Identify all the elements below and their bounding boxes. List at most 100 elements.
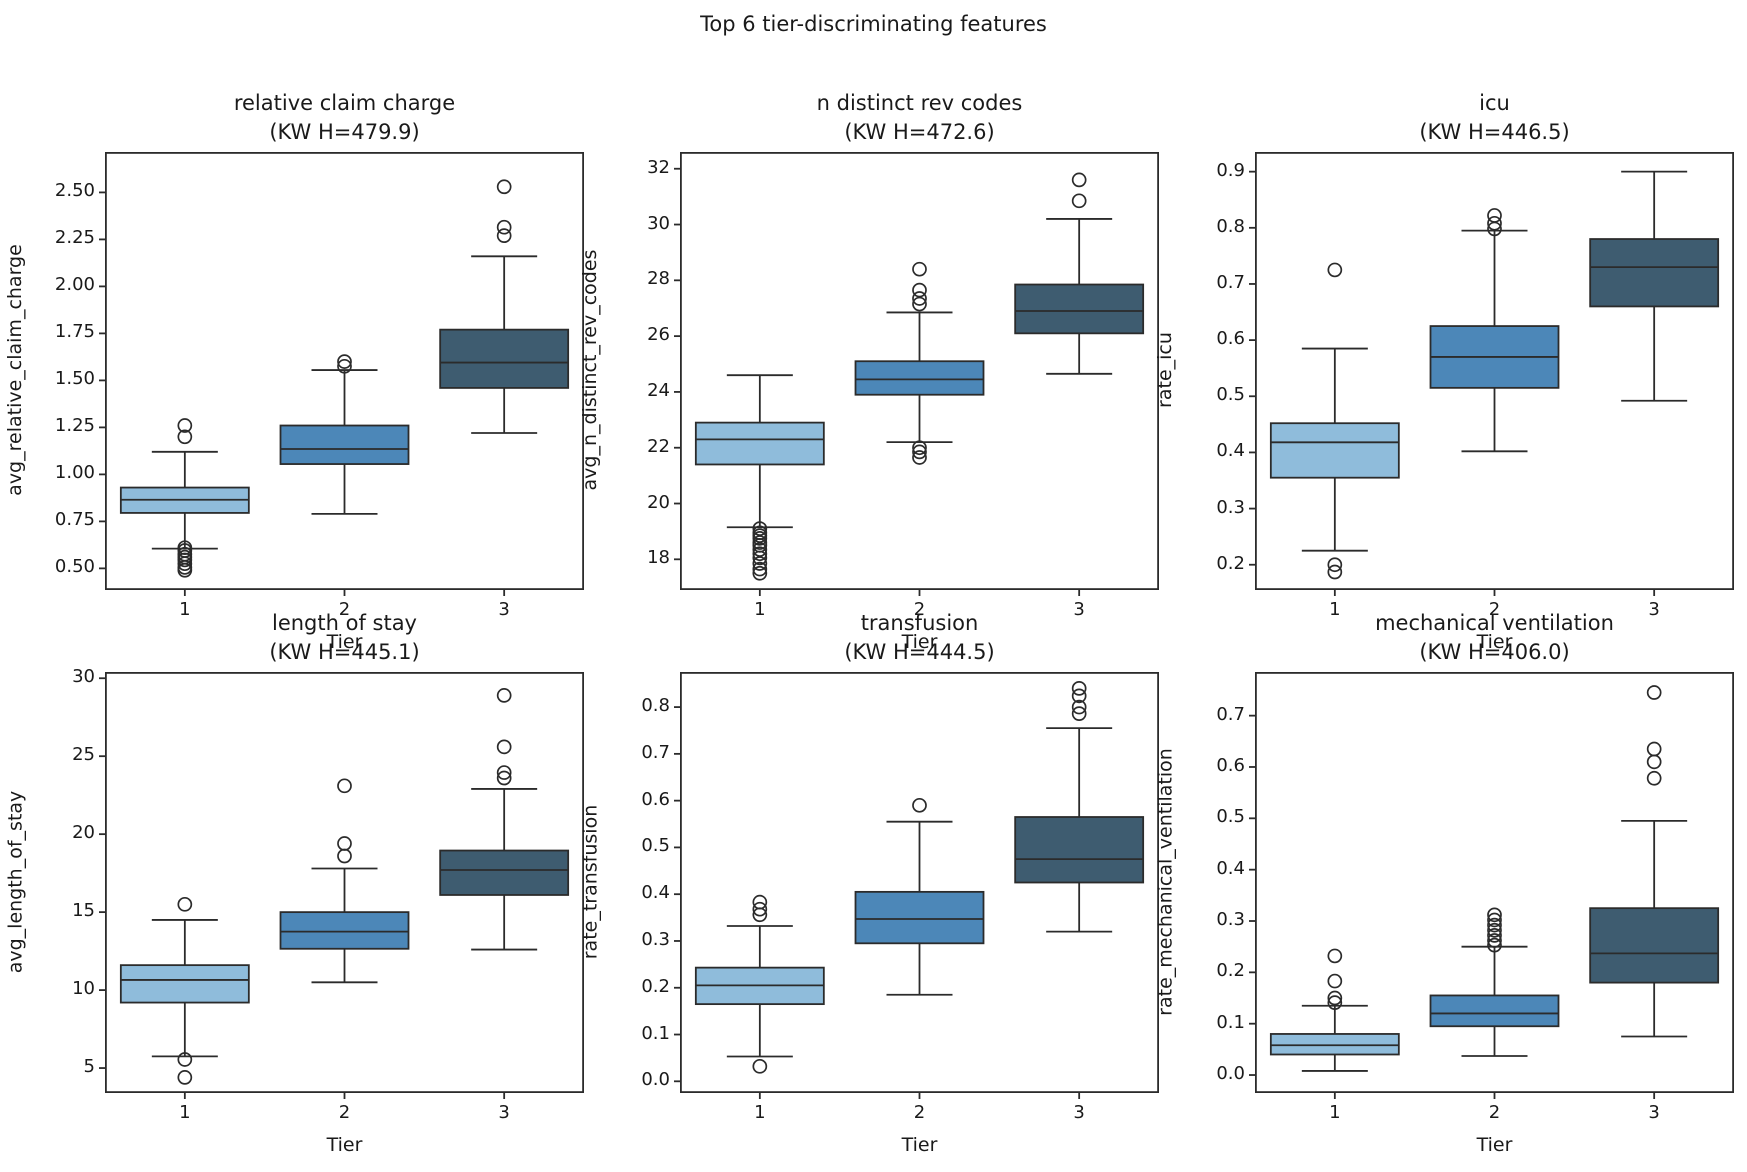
outlier-point xyxy=(1071,193,1087,209)
box-group-tier-2 xyxy=(279,354,410,515)
outlier-point xyxy=(337,358,352,374)
box-group-tier-1 xyxy=(694,894,825,1074)
y-tick-label: 26 xyxy=(647,324,670,346)
subplot-title: transfusion xyxy=(860,611,979,635)
subplot-subtitle: (KW H=445.1) xyxy=(269,640,420,664)
subplot-subtitle: (KW H=406.0) xyxy=(1419,640,1570,664)
y-tick-label: 0.0 xyxy=(1216,1063,1245,1085)
outlier-point xyxy=(752,546,768,562)
x-axis-label: Tier xyxy=(1476,1134,1513,1156)
outlier-point xyxy=(1327,564,1343,580)
axes-spines xyxy=(104,151,585,591)
outlier-point xyxy=(177,429,193,445)
box-group-tier-3 xyxy=(1014,681,1145,933)
outlier-point xyxy=(177,556,193,572)
outlier-point xyxy=(1487,208,1502,223)
outlier-point xyxy=(496,688,512,703)
outlier-point xyxy=(177,1052,193,1067)
y-tick-label: 0.5 xyxy=(1216,384,1245,406)
x-axis-label: Tier xyxy=(901,631,938,653)
box-tier-1 xyxy=(694,421,825,466)
outlier-point xyxy=(337,848,352,864)
outlier-point xyxy=(752,565,768,581)
outlier-point xyxy=(337,354,352,369)
y-tick-label: 0.4 xyxy=(1216,440,1245,462)
box-group-tier-2 xyxy=(854,797,985,996)
outlier-point xyxy=(912,282,927,298)
x-tick-label: 3 xyxy=(498,1102,510,1123)
y-tick-label: 30 xyxy=(647,212,670,234)
x-tick-label: 2 xyxy=(913,599,926,620)
x-axis-label: Tier xyxy=(326,1134,363,1156)
outlier-point xyxy=(496,739,512,755)
outlier-point xyxy=(912,440,927,456)
y-tick-label: 0.7 xyxy=(1216,703,1245,725)
axes-spines xyxy=(1254,671,1735,1094)
y-tick-label: 15 xyxy=(72,900,95,922)
y-tick-label: 0.4 xyxy=(641,882,670,904)
outlier-point xyxy=(1071,681,1087,696)
box-tier-1 xyxy=(1269,422,1400,479)
outlier-point xyxy=(1487,933,1502,948)
outlier-point xyxy=(752,542,768,557)
x-tick-label: 1 xyxy=(179,599,191,620)
outlier-point xyxy=(177,552,193,568)
outlier-point xyxy=(1071,706,1087,721)
box-group-tier-2 xyxy=(854,261,985,465)
y-tick-label: 30 xyxy=(72,666,95,688)
outlier-point xyxy=(912,261,927,277)
y-tick-label: 0.6 xyxy=(641,788,670,810)
x-tick-label: 1 xyxy=(179,1102,191,1123)
y-tick-label: 24 xyxy=(647,379,670,401)
outlier-point xyxy=(752,1058,768,1074)
box-group-tier-1 xyxy=(119,896,250,1085)
subplot-title: relative claim charge xyxy=(233,91,456,115)
outlier-point xyxy=(752,556,768,571)
outlier-point xyxy=(1071,688,1087,704)
y-tick-label: 0.2 xyxy=(1216,960,1245,982)
subplot-title: n distinct rev codes xyxy=(816,91,1023,115)
outlier-point xyxy=(1646,741,1662,757)
x-tick-label: 2 xyxy=(338,1102,351,1123)
x-tick-label: 2 xyxy=(1488,1102,1501,1123)
outlier-point xyxy=(1327,995,1343,1010)
outlier-point xyxy=(752,531,768,546)
outlier-point xyxy=(1327,262,1343,278)
y-tick-label: 0.50 xyxy=(54,556,95,578)
box-group-tier-2 xyxy=(1429,907,1560,1057)
y-tick-label: 20 xyxy=(647,491,670,513)
y-tick-label: 32 xyxy=(647,156,670,178)
outlier-point xyxy=(1487,221,1502,237)
y-tick-label: 0.5 xyxy=(641,835,670,857)
outlier-point xyxy=(1487,937,1502,953)
outlier-point xyxy=(752,550,768,566)
outlier-point xyxy=(1071,699,1087,715)
y-tick-label: 0.8 xyxy=(1216,215,1245,237)
outlier-point xyxy=(496,179,512,195)
y-tick-label: 1.50 xyxy=(54,368,95,390)
outlier-point xyxy=(1487,912,1502,928)
y-tick-label: 0.3 xyxy=(1216,909,1245,930)
outlier-point xyxy=(752,561,768,577)
y-tick-label: 0.2 xyxy=(641,975,670,997)
box-group-tier-3 xyxy=(1014,172,1145,375)
y-axis-label: avg_length_of_stay xyxy=(4,790,26,973)
x-axis-label: Tier xyxy=(901,1134,938,1156)
x-tick-label: 1 xyxy=(754,599,766,620)
x-tick-label: 2 xyxy=(338,599,351,620)
box-tier-2 xyxy=(854,360,985,396)
outlier-point xyxy=(496,219,512,235)
outlier-point xyxy=(177,896,193,912)
box-tier-1 xyxy=(1269,1033,1400,1056)
box-group-tier-1 xyxy=(119,418,250,578)
y-tick-label: 1.00 xyxy=(54,462,95,484)
outlier-point xyxy=(1487,928,1502,943)
outlier-point xyxy=(496,765,512,780)
x-axis-label: Tier xyxy=(326,631,363,653)
subplot-mechanical-ventilation xyxy=(1249,671,1735,1099)
y-tick-label: 0.3 xyxy=(641,928,670,950)
subplot-canvas-relative-claim-charge xyxy=(99,151,585,596)
y-tick-label: 0.5 xyxy=(1216,806,1245,828)
x-tick-label: 3 xyxy=(1648,599,1660,620)
subplot-n-distinct-rev-codes xyxy=(674,151,1160,596)
